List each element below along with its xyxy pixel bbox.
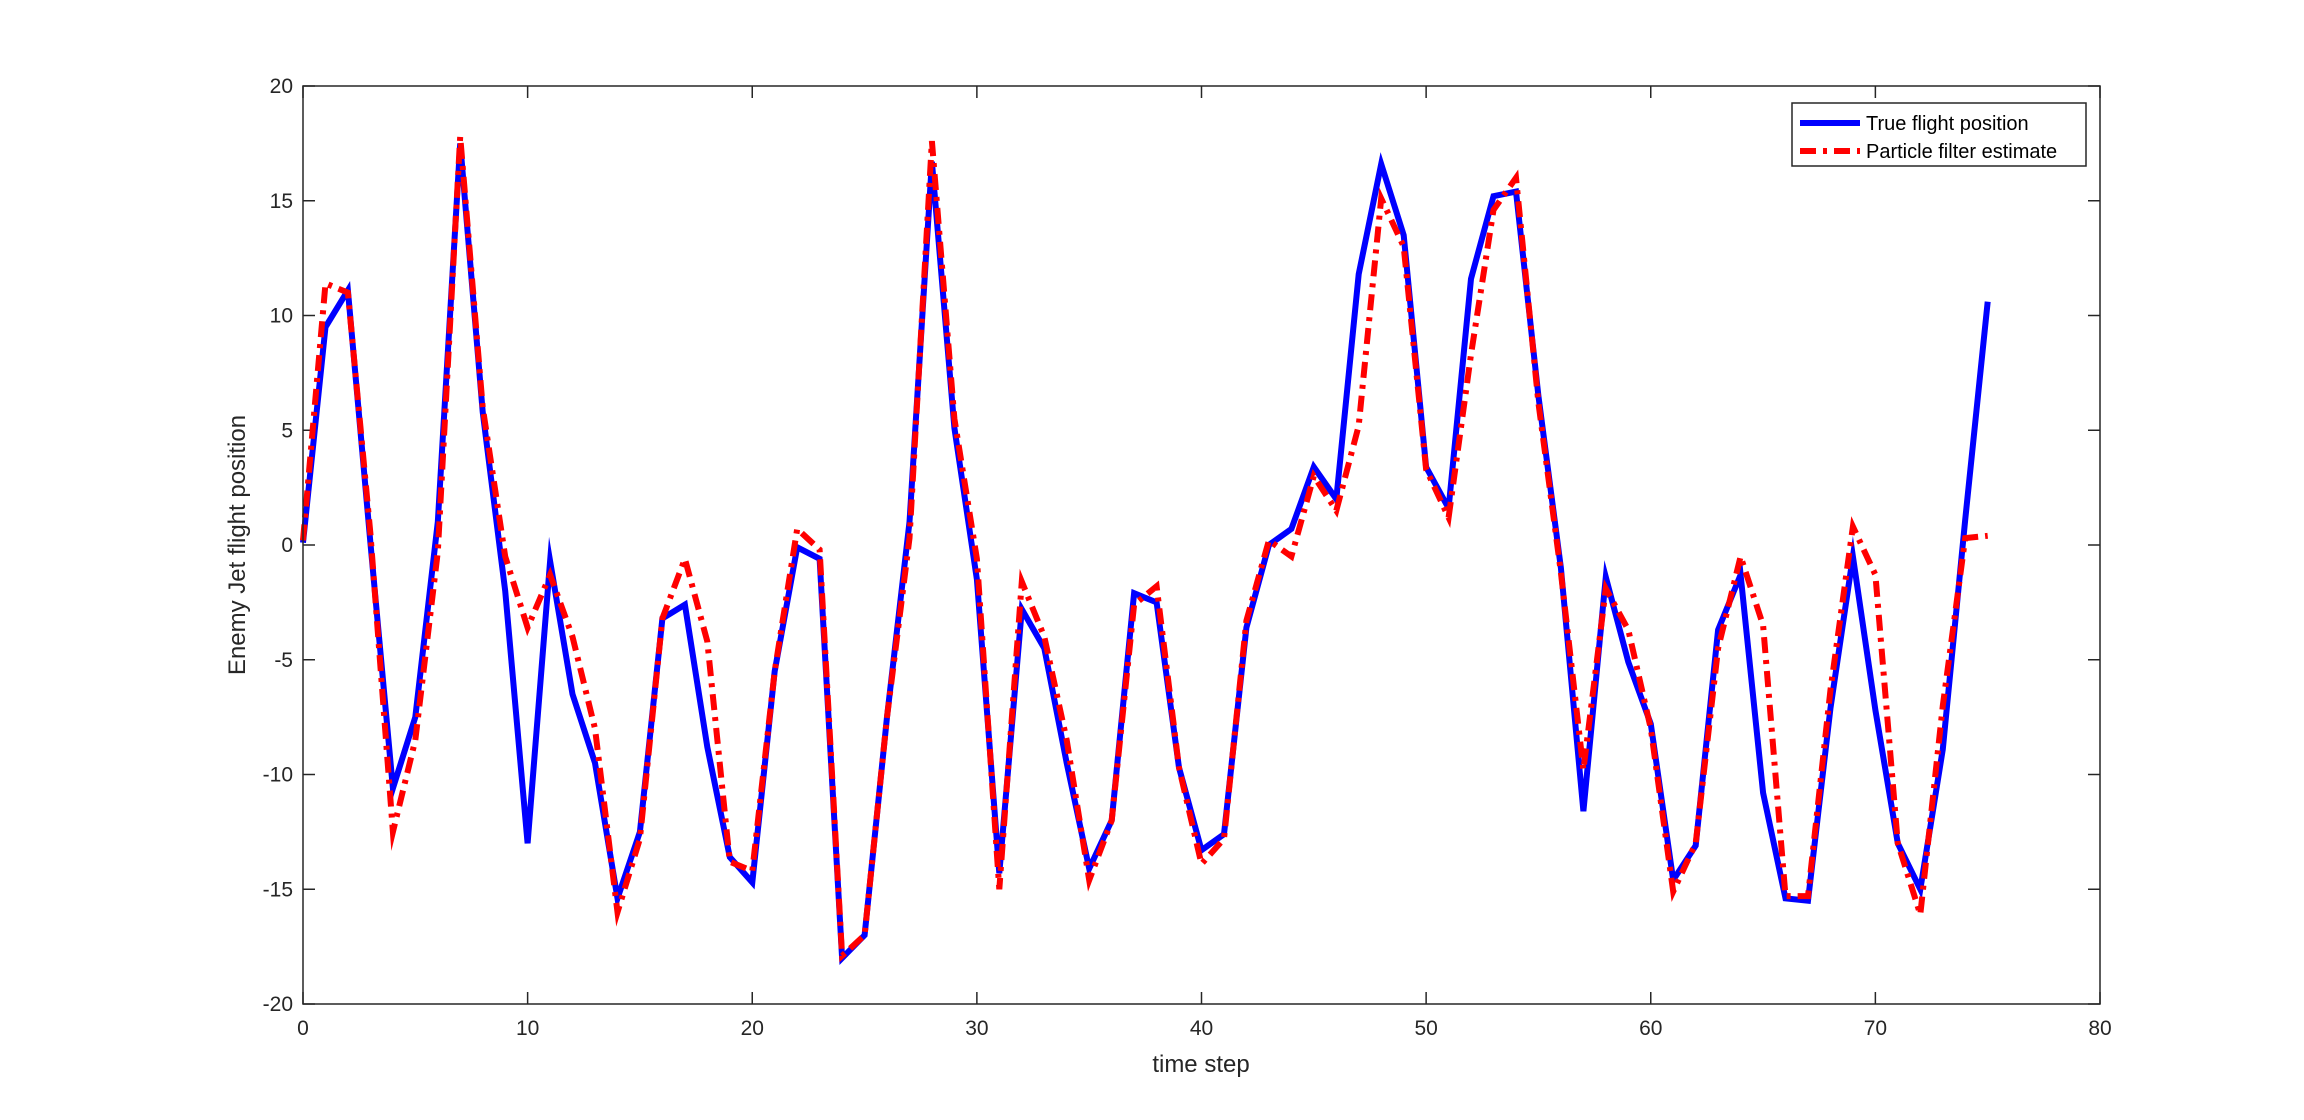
y-tick-label: -20: [263, 993, 293, 1016]
legend-label-estimate: Particle filter estimate: [1866, 141, 2057, 163]
x-tick-label: 0: [297, 1017, 309, 1040]
y-tick-label: 10: [270, 305, 293, 328]
x-tick-label: 50: [1414, 1017, 1437, 1040]
y-tick-label: 15: [270, 190, 293, 213]
x-axis-label: time step: [1152, 1051, 1249, 1078]
plot-area: [303, 86, 2100, 1004]
plot-frame: [302, 85, 2101, 1005]
y-tick-label: -15: [263, 878, 293, 901]
x-tick-label: 70: [1864, 1017, 1887, 1040]
x-tick-label: 60: [1639, 1017, 1662, 1040]
series-line-particle-filter-estimate: [300, 136, 1989, 963]
legend-box: [1791, 102, 2087, 167]
y-tick-label: 5: [281, 419, 293, 442]
series-layer: [300, 136, 1991, 966]
x-tick-label: 30: [965, 1017, 988, 1040]
legend-label-true: True flight position: [1866, 113, 2029, 135]
x-tick-label: 20: [741, 1017, 764, 1040]
y-tick-label: 20: [270, 75, 293, 98]
x-tick-label: 40: [1190, 1017, 1213, 1040]
y-tick-label: -10: [263, 764, 293, 787]
y-tick-label: 0: [281, 534, 293, 557]
y-axis-label: Enemy Jet flight position: [224, 415, 251, 675]
y-tick-label: -5: [274, 649, 293, 672]
tick-labels: 0 10 20 30 40 50 60 70 80 -20 -15 -10 -5 0 5 10 15 20: [263, 75, 2112, 1040]
x-tick-label: 80: [2088, 1017, 2111, 1040]
legend: True flight position Particle filter est…: [1791, 102, 2087, 167]
x-tick-label: 10: [516, 1017, 539, 1040]
